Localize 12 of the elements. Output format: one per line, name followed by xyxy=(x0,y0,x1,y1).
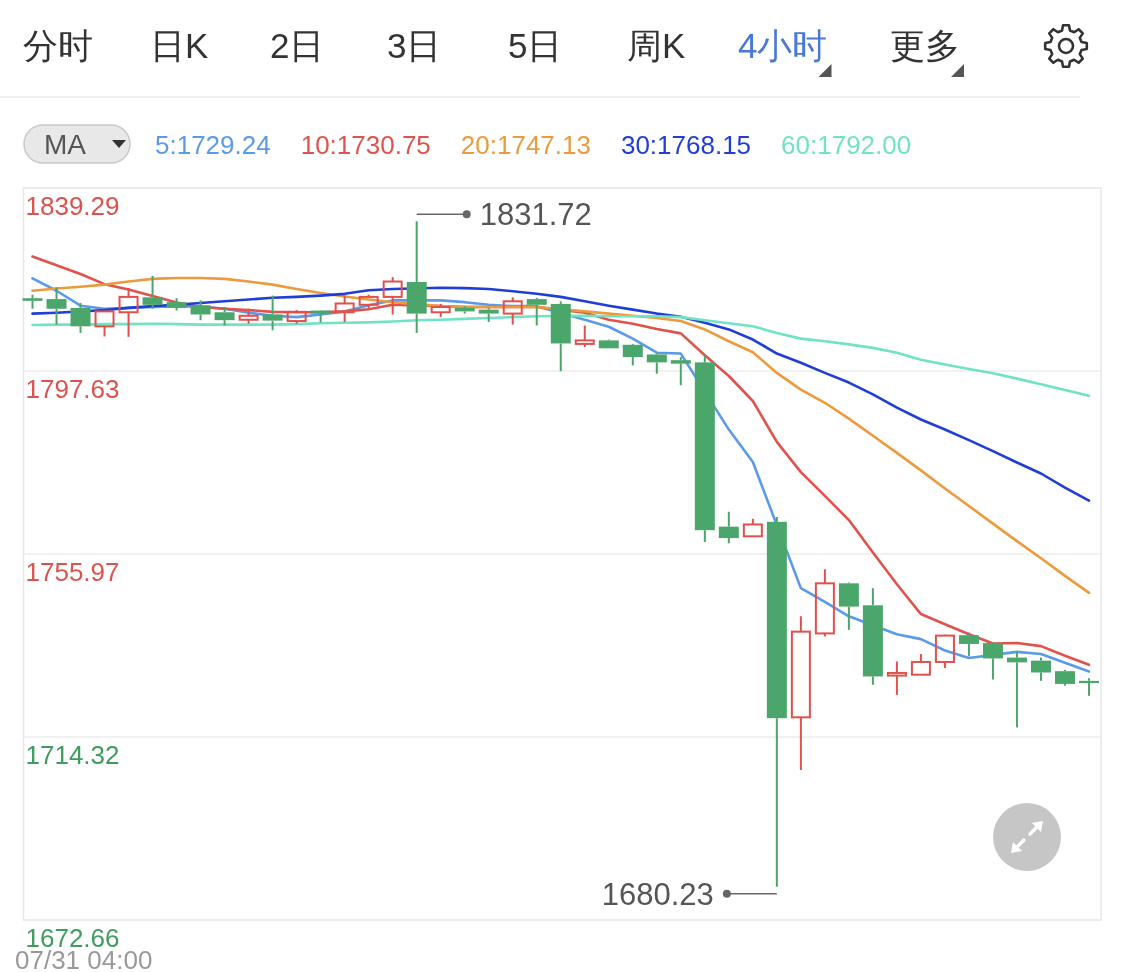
legend-entry: 5:1729.24 xyxy=(155,129,271,160)
legend-entry: 60:1792.00 xyxy=(781,129,912,160)
legend-entry: 10:1730.75 xyxy=(300,129,431,160)
y-tick-label: 1714.32 xyxy=(25,740,120,770)
y-tick-label: 1839.29 xyxy=(25,191,120,221)
legend-entry: 20:1747.13 xyxy=(460,129,591,160)
legend-title: MA xyxy=(44,129,86,160)
legend-entry: 30:1768.15 xyxy=(620,129,752,160)
annotation: 1680.23 xyxy=(601,876,714,912)
y-tick-label: 1797.63 xyxy=(25,374,120,404)
annotation: 1831.72 xyxy=(479,197,592,233)
y-tick-label: 1755.97 xyxy=(25,557,120,587)
